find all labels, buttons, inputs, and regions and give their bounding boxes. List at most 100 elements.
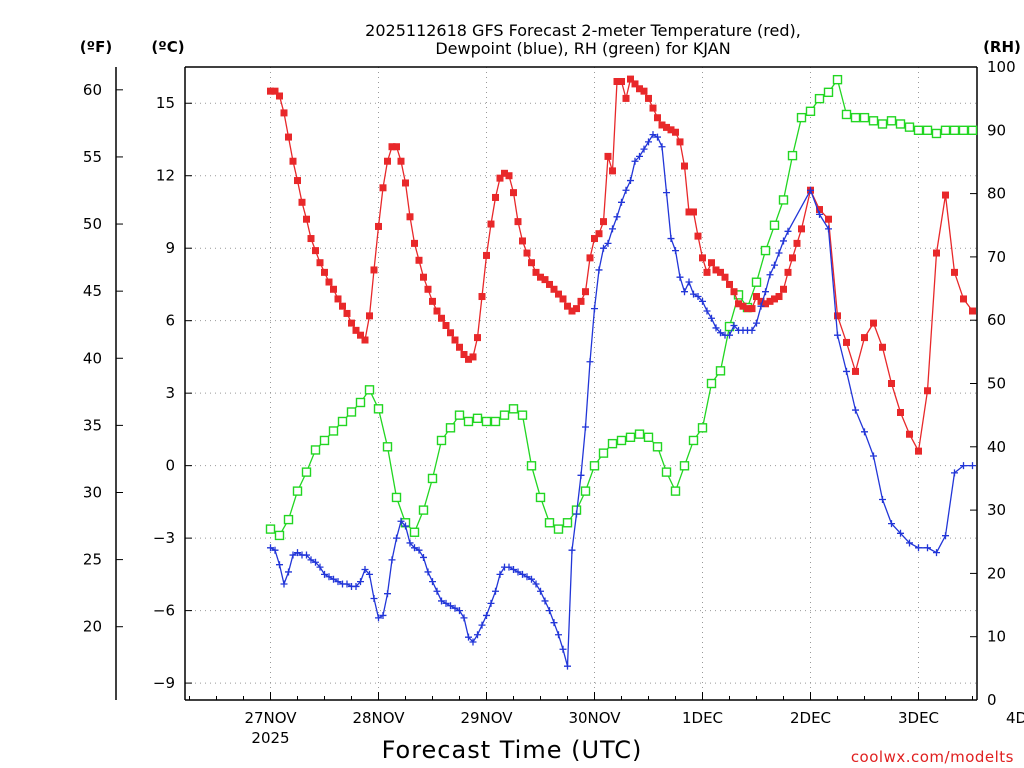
data-point	[465, 355, 472, 363]
data-point	[555, 631, 562, 639]
data-point	[472, 413, 483, 424]
data-point	[969, 462, 976, 470]
data-point	[690, 290, 697, 298]
data-point	[510, 566, 517, 574]
data-point	[438, 597, 445, 605]
data-point	[712, 266, 720, 274]
data-point	[616, 435, 627, 446]
data-point	[960, 462, 967, 470]
data-point	[915, 447, 922, 455]
data-point	[760, 245, 771, 256]
data-point	[609, 167, 616, 175]
data-point	[550, 619, 558, 627]
grid-lines	[185, 67, 977, 700]
data-point	[330, 575, 337, 583]
data-point	[751, 277, 762, 287]
data-point	[769, 220, 780, 230]
data-point	[886, 116, 897, 126]
data-point	[676, 273, 684, 281]
data-point	[672, 128, 679, 136]
data-point	[490, 416, 501, 427]
data-point	[445, 423, 456, 433]
data-point	[595, 266, 603, 274]
celsius-unit-label: (ºC)	[151, 38, 184, 56]
data-point	[375, 222, 382, 230]
data-point	[726, 280, 733, 288]
fahrenheit-tick-label: 25	[83, 551, 102, 569]
data-point	[870, 319, 877, 327]
data-point	[328, 426, 339, 436]
data-point	[922, 125, 933, 136]
data-point	[775, 249, 783, 257]
data-point	[294, 177, 301, 185]
data-point	[483, 251, 490, 259]
data-point	[582, 288, 589, 296]
data-point	[735, 300, 742, 308]
data-point	[787, 150, 798, 161]
data-point	[717, 329, 724, 337]
data-point	[298, 198, 306, 206]
data-point	[454, 410, 465, 420]
data-point	[622, 186, 630, 194]
data-point	[310, 445, 321, 455]
data-point	[427, 473, 438, 484]
data-point	[796, 112, 807, 123]
data-point	[730, 322, 738, 330]
data-point	[762, 288, 769, 296]
data-point	[721, 273, 729, 281]
data-point	[631, 157, 639, 165]
data-point	[546, 607, 553, 615]
data-point	[832, 74, 843, 85]
data-point	[852, 367, 859, 375]
data-point	[697, 423, 708, 433]
fahrenheit-tick-label: 35	[83, 416, 102, 434]
data-point	[334, 578, 342, 586]
data-point	[301, 467, 312, 477]
data-point	[778, 195, 789, 205]
fahrenheit-tick-label: 45	[83, 282, 102, 300]
data-point	[289, 157, 297, 165]
data-point	[321, 570, 328, 578]
data-point	[595, 230, 603, 238]
data-point	[406, 539, 414, 547]
data-point	[672, 247, 679, 255]
data-point	[636, 85, 643, 93]
data-point	[708, 259, 715, 267]
data-point	[784, 227, 792, 235]
data-point	[294, 549, 301, 557]
data-point	[388, 556, 396, 564]
data-point	[352, 326, 360, 334]
data-point	[771, 295, 778, 303]
data-point	[355, 397, 366, 408]
data-point	[553, 524, 564, 534]
data-point	[267, 87, 274, 95]
celsius-tick-label: 3	[165, 384, 175, 402]
data-point	[517, 410, 528, 420]
series-line	[270, 133, 973, 667]
data-point	[544, 518, 555, 528]
temperature-series	[267, 75, 976, 455]
data-point	[712, 324, 720, 332]
data-point	[346, 407, 357, 417]
data-point	[850, 112, 861, 123]
data-point	[483, 611, 490, 619]
data-point	[825, 225, 832, 233]
data-point	[699, 254, 706, 262]
data-point	[649, 131, 657, 139]
x-tick-label: 27NOV	[244, 709, 297, 727]
data-point	[451, 604, 459, 612]
data-point	[814, 93, 825, 104]
data-point	[535, 492, 546, 503]
data-point	[528, 259, 535, 267]
data-point	[550, 285, 558, 293]
data-point	[748, 305, 756, 313]
fahrenheit-tick-label: 20	[83, 618, 102, 636]
data-point	[960, 295, 967, 303]
data-point	[924, 544, 931, 552]
credit-text: coolwx.com/modelts	[851, 748, 1014, 766]
data-point	[283, 514, 294, 525]
data-point	[559, 645, 567, 653]
data-point	[325, 278, 333, 286]
data-point	[541, 276, 549, 284]
data-point	[789, 254, 796, 262]
